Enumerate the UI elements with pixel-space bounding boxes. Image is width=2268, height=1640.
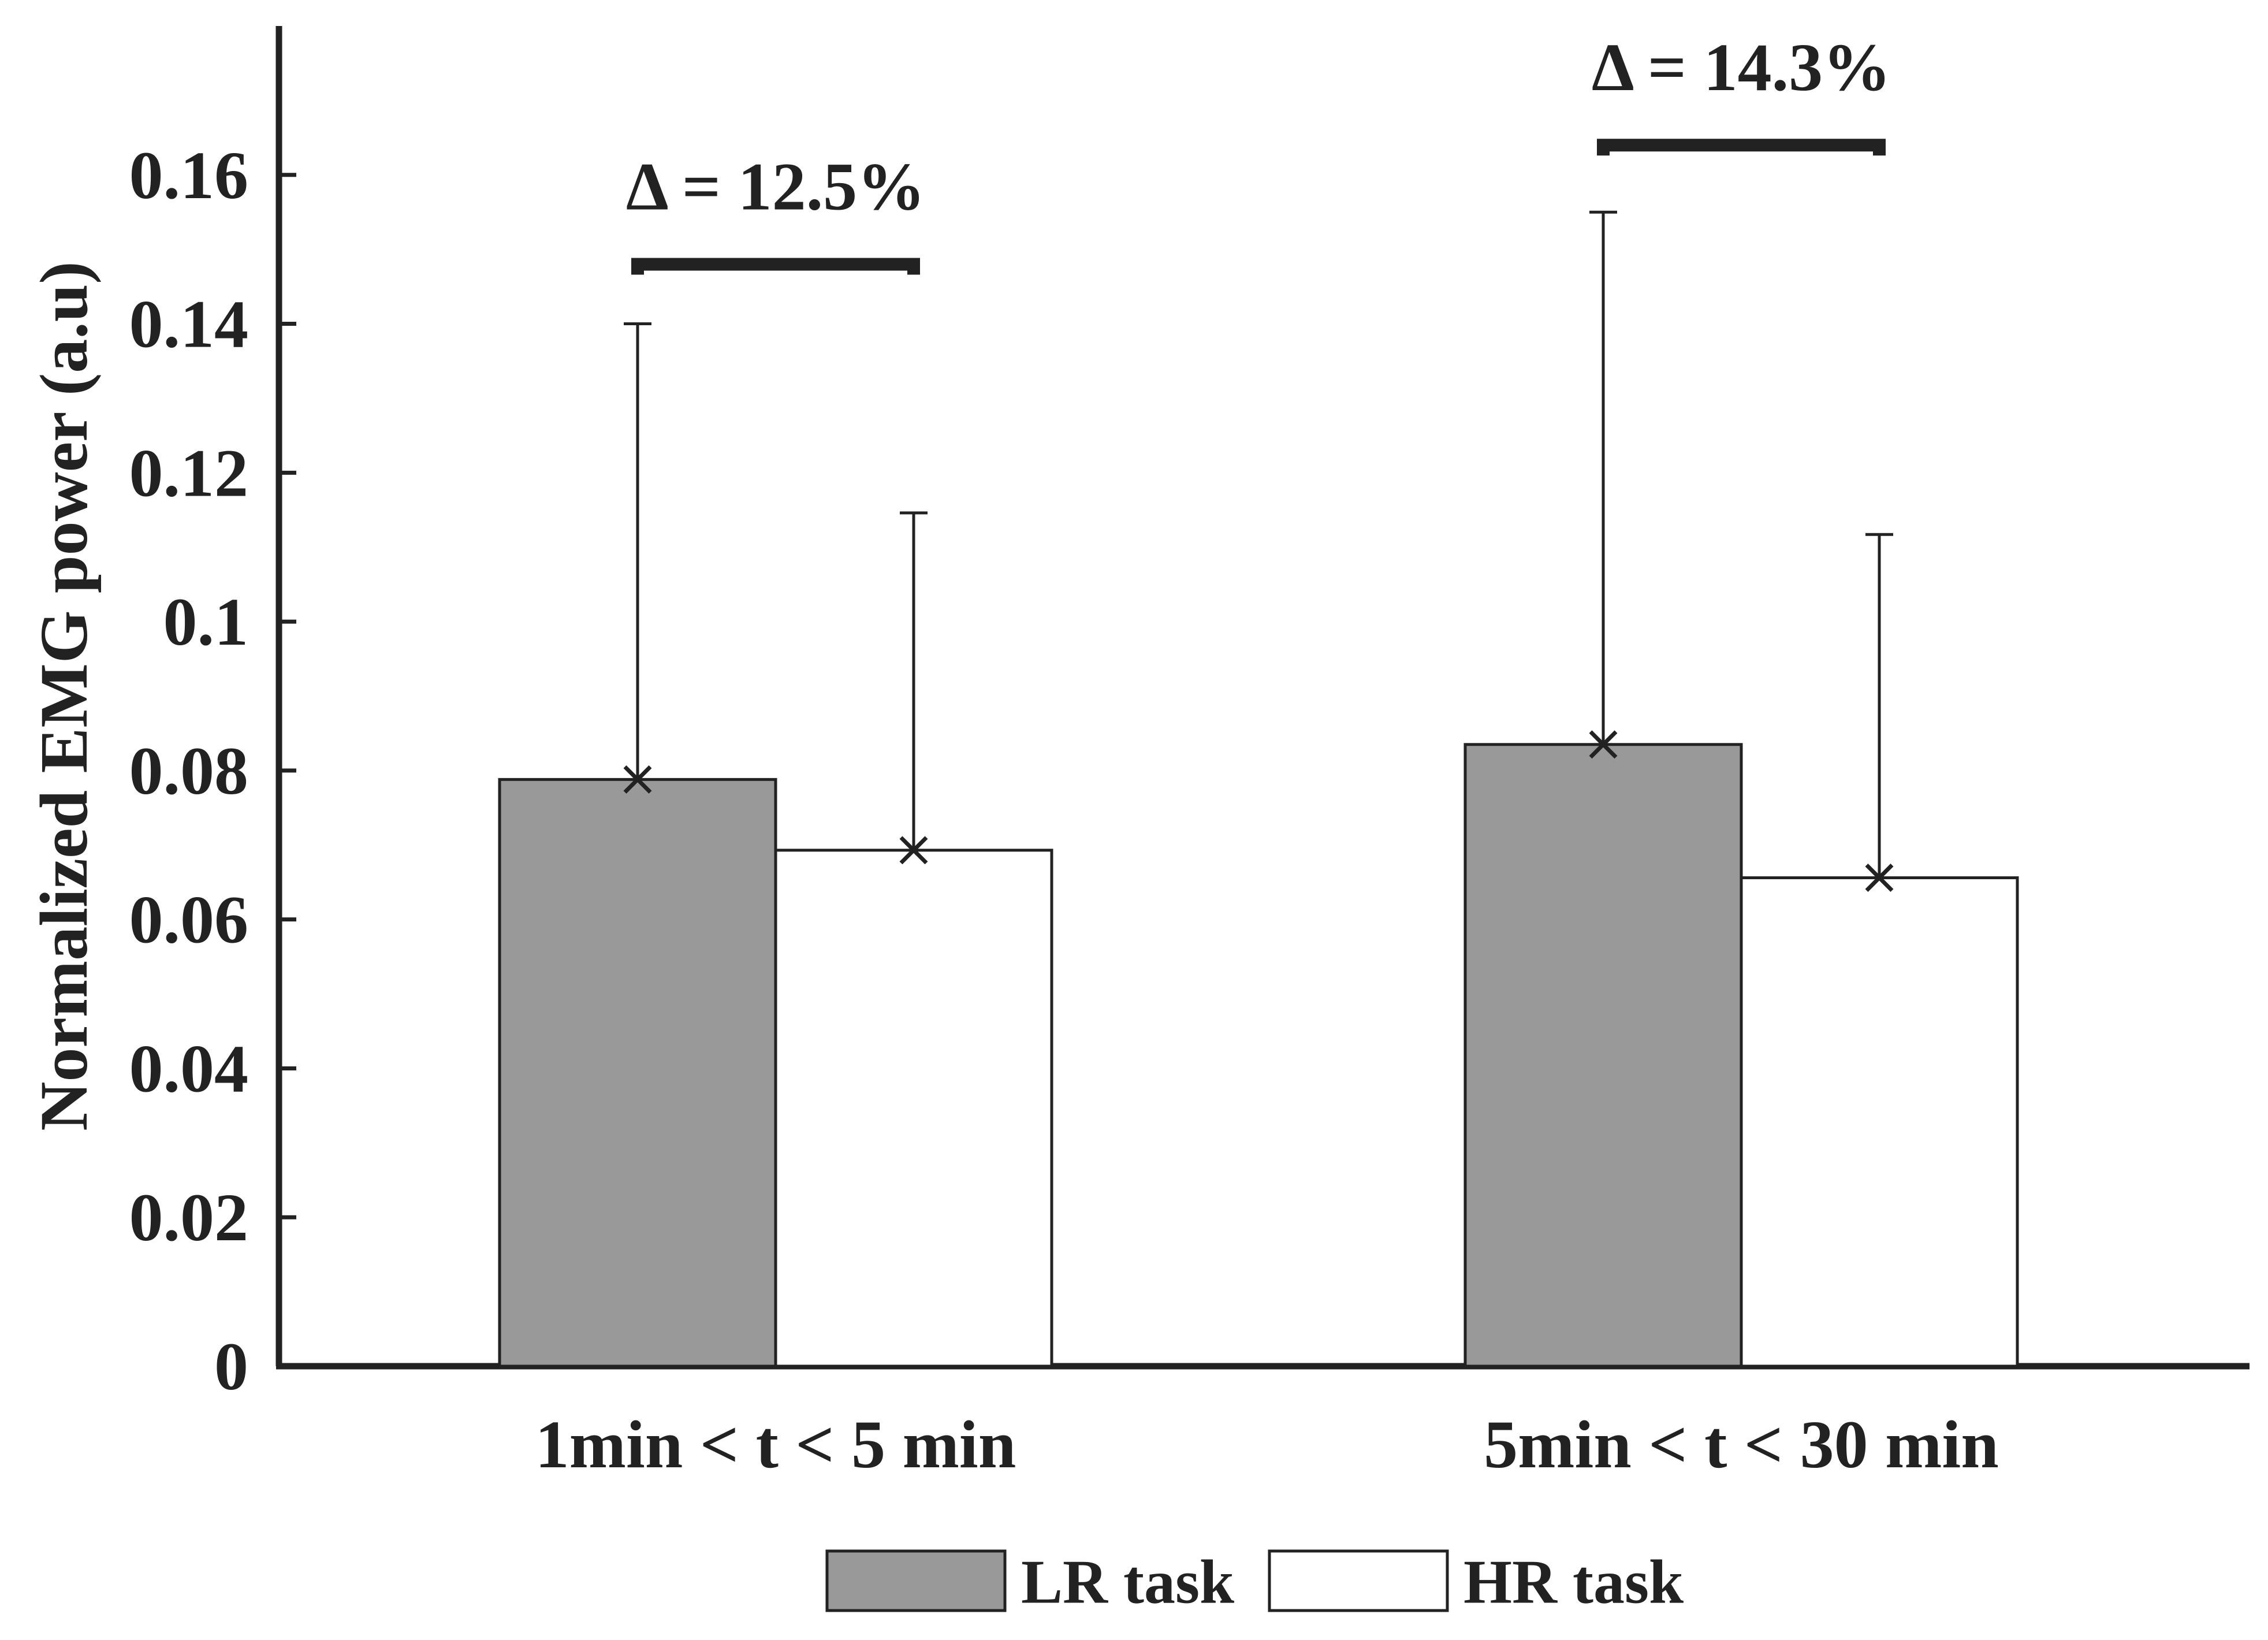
axes: 0 0.02 0.04 0.06 0.08 0.1 0.12 0.14 0.16 1min < t… [26, 26, 2250, 1482]
legend: LR task HR task [825, 1548, 1684, 1617]
annotations: Δ = 12.5% Δ = 14.3% [626, 29, 1891, 275]
bar-hr-task-1 [774, 849, 1053, 1368]
mean-marker-stroke [623, 765, 652, 794]
y-axis-title: Normalized EMG power (a.u) [26, 261, 102, 1130]
mean-marker-stroke [1865, 864, 1894, 892]
x-category-label: 1min < t < 5 min [535, 1407, 1016, 1482]
y-tick-label: 0.06 [129, 882, 249, 958]
legend-swatch-lr-task [825, 1549, 1007, 1612]
delta-annotation-2: Δ = 14.3% [1592, 29, 1891, 105]
legend-label-hr-task: HR task [1463, 1548, 1684, 1617]
y-tick-label: 0 [214, 1329, 248, 1404]
mean-marker-lr-task-2 [1589, 730, 1618, 759]
significance-bracket-2 [1597, 139, 1886, 156]
legend-swatch-hr-task [1268, 1549, 1449, 1612]
bars [498, 743, 2019, 1368]
bar-lr-task-2 [1463, 743, 1743, 1368]
delta-annotation-1: Δ = 12.5% [626, 148, 925, 224]
legend-label-lr-task: LR task [1021, 1548, 1234, 1617]
significance-bracket-1 [631, 258, 920, 275]
mean-marker-hr-task-2 [1865, 864, 1894, 892]
y-tick-label: 0.04 [129, 1031, 249, 1106]
bar-lr-task-1 [498, 778, 777, 1368]
mean-marker-stroke [1589, 730, 1618, 759]
error-bars [623, 210, 1894, 892]
y-tick-label: 0.02 [129, 1180, 249, 1255]
bar-hr-task-2 [1740, 876, 2019, 1368]
y-tick-label: 0.1 [163, 584, 249, 660]
y-tick-label: 0.08 [129, 733, 249, 809]
y-tick-label: 0.14 [129, 287, 249, 362]
mean-marker-hr-task-1 [899, 836, 928, 865]
mean-marker-stroke [899, 836, 928, 865]
mean-marker-lr-task-1 [623, 765, 652, 794]
y-tick-label: 0.12 [129, 435, 249, 511]
y-tick-label: 0.16 [129, 137, 249, 213]
x-category-label: 5min < t < 30 min [1484, 1407, 1999, 1482]
